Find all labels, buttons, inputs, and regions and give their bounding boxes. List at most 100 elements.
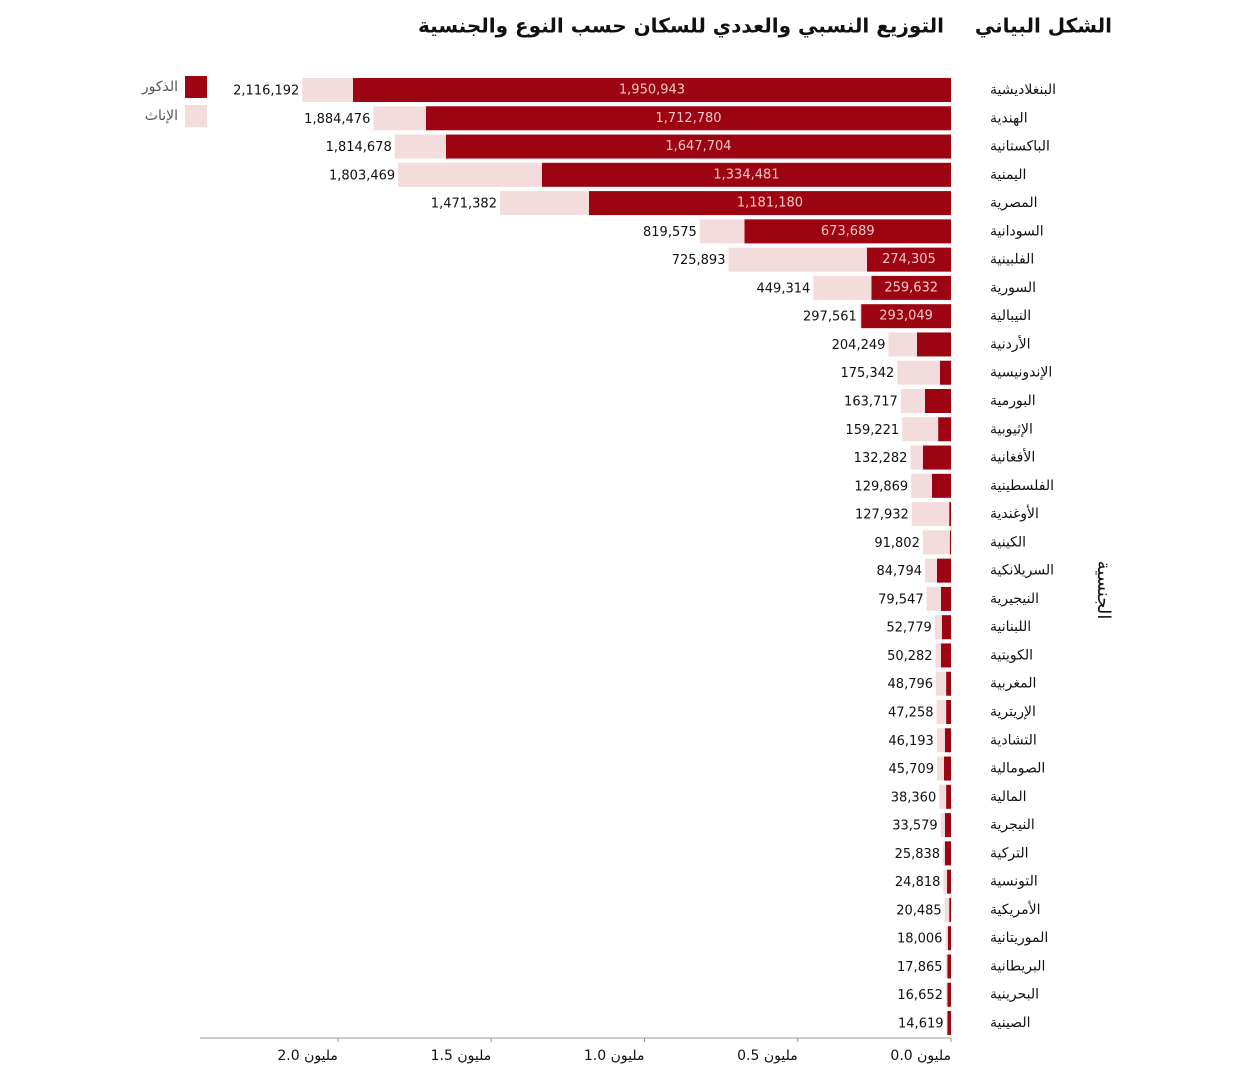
value-label: 1,181,180 — [737, 196, 803, 211]
bar-segment — [394, 134, 446, 159]
bar-segment — [861, 304, 951, 329]
total-label: 175,342 — [840, 366, 894, 381]
bar-segment — [944, 728, 951, 753]
total-label: 127,932 — [855, 508, 909, 523]
bar-segment — [866, 247, 951, 272]
category-label: الإندونيسية — [990, 365, 1052, 381]
category-label: الفلبينية — [990, 252, 1034, 268]
category-label: النيبالية — [990, 308, 1031, 324]
bar-segment — [944, 813, 951, 838]
category-label: الكويتية — [990, 647, 1033, 663]
category-label: الصومالية — [990, 761, 1045, 777]
category-label: السورية — [990, 280, 1036, 296]
category-label: البنغلاديشية — [990, 82, 1056, 98]
total-label: 47,258 — [888, 706, 934, 721]
bar-segment — [911, 473, 932, 498]
bar-segment — [941, 615, 951, 640]
bar-segment — [945, 926, 948, 951]
bar-segment — [910, 445, 923, 470]
bar-segment — [900, 389, 925, 413]
bar-segment — [947, 869, 951, 894]
bar-segment — [944, 841, 951, 866]
bar-segment — [943, 869, 948, 894]
total-label: 17,865 — [897, 960, 943, 975]
bar-segment — [939, 360, 951, 385]
bar-segment — [925, 558, 937, 583]
category-label: الباكستانية — [990, 139, 1050, 155]
x-tick-label: 1.5 مليون — [431, 1048, 492, 1064]
x-tick-label: 0.0 مليون — [890, 1048, 951, 1064]
bar-segment — [935, 643, 941, 668]
total-label: 46,193 — [888, 734, 934, 749]
bar-segment — [813, 275, 872, 300]
total-label: 2,116,192 — [233, 84, 299, 99]
total-label: 25,838 — [895, 847, 941, 862]
category-label: التركية — [990, 845, 1029, 861]
bar-segment — [911, 502, 950, 527]
bar-segment — [352, 78, 951, 102]
category-label: التشادية — [990, 732, 1037, 748]
total-label: 18,006 — [897, 932, 943, 947]
category-label: الإريترية — [990, 704, 1036, 720]
category-label: النيجيرية — [990, 591, 1039, 607]
bar-segment — [949, 502, 951, 527]
bar-segment — [938, 417, 951, 442]
total-label: 819,575 — [643, 225, 697, 240]
category-label: الإثيوبية — [990, 421, 1033, 437]
bar-segment — [945, 954, 948, 979]
bar-segment — [922, 445, 951, 470]
total-label: 159,221 — [845, 423, 899, 438]
chart-title: التوزيع النسبي والعددي للسكان حسب النوع … — [418, 14, 944, 39]
bar-segment — [949, 897, 951, 922]
bar-segment — [934, 615, 942, 640]
value-label: 1,950,943 — [619, 83, 685, 98]
bar-segment — [445, 134, 951, 159]
total-label: 45,709 — [888, 762, 934, 777]
bar-segment — [902, 417, 939, 442]
bar-segment — [499, 191, 589, 216]
bar-segment — [943, 756, 951, 781]
total-label: 1,803,469 — [329, 168, 395, 183]
bar-segment — [940, 586, 951, 611]
value-label: 274,305 — [882, 252, 936, 267]
bar-segment — [946, 1011, 948, 1035]
bar-segment — [936, 558, 951, 583]
bar-segment — [947, 982, 951, 1007]
bar-segment — [924, 389, 951, 413]
legend-swatch — [185, 105, 207, 127]
bar-segment — [947, 926, 951, 951]
bar-segment — [943, 841, 945, 866]
value-label: 1,334,481 — [713, 167, 779, 182]
value-label: 1,712,780 — [655, 111, 721, 126]
category-label: الأمريكية — [990, 900, 1040, 918]
total-label: 20,485 — [896, 903, 942, 918]
total-label: 38,360 — [891, 790, 937, 805]
value-label: 1,647,704 — [665, 139, 731, 154]
value-label: 293,049 — [879, 309, 933, 324]
category-label: المالية — [990, 789, 1027, 805]
category-label: الفلسطينية — [990, 478, 1054, 494]
bar-segment — [922, 530, 950, 555]
bar-segment — [947, 1011, 951, 1035]
category-label: اليمنية — [990, 167, 1026, 183]
value-label: 259,632 — [884, 280, 938, 295]
bar-segment — [949, 530, 951, 555]
legend-label: الإناث — [145, 108, 178, 124]
total-label: 132,282 — [854, 451, 908, 466]
total-label: 48,796 — [888, 677, 934, 692]
bar-segment — [373, 106, 426, 131]
category-label: البريطانية — [990, 958, 1045, 974]
bar-segment — [302, 78, 353, 102]
bar-segment — [926, 586, 941, 611]
total-label: 725,893 — [672, 253, 726, 268]
bar-segment — [940, 813, 945, 838]
bar-segment — [425, 106, 952, 131]
category-label: الكينية — [990, 534, 1026, 550]
total-label: 84,794 — [877, 564, 923, 579]
chart-label: الشكل البياني — [975, 14, 1112, 39]
legend-label: الذكور — [141, 79, 178, 95]
total-label: 50,282 — [887, 649, 933, 664]
bar-segment — [699, 219, 745, 244]
total-label: 297,561 — [803, 310, 857, 325]
total-label: 129,869 — [854, 479, 908, 494]
